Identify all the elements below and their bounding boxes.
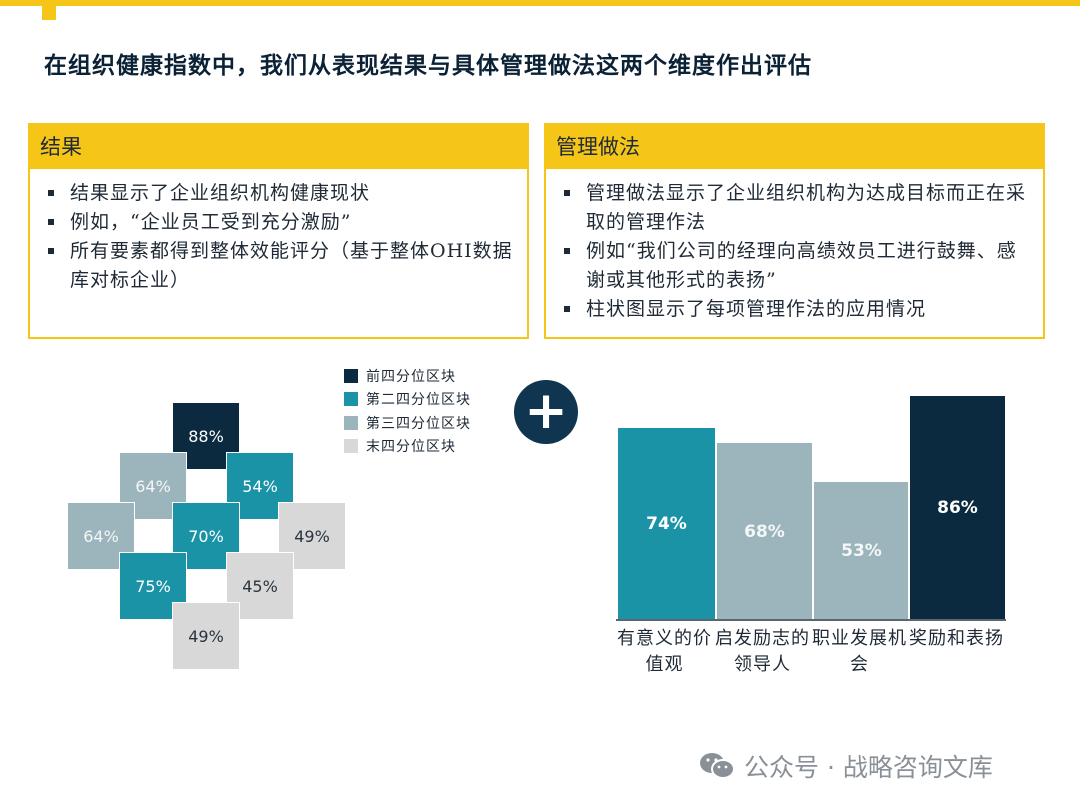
legend-label: 前四分位区块: [366, 368, 456, 385]
legend-label: 第二四分位区块: [366, 392, 471, 409]
practices-bullet-list: 管理做法显示了企业组织机构为达成目标而正在采取的管理作法 例如“我们公司的经理向…: [546, 169, 1043, 324]
legend-swatch: [344, 392, 358, 407]
chart-bar: 86%: [908, 396, 1005, 620]
chart-bar: 68%: [715, 443, 812, 620]
top-accent-notch: [42, 0, 56, 20]
results-bullet: 例如，“企业员工受到充分激励”: [46, 208, 515, 237]
chart-bar: 74%: [618, 427, 715, 620]
legend-swatch: [344, 439, 358, 454]
chart-bar: 53%: [812, 482, 909, 620]
top-accent-bar: [0, 0, 1080, 6]
quartile-legend: 前四分位区块 第二四分位区块 第三四分位区块 末四分位区块: [344, 364, 471, 458]
practice-bar-chart: 74% 68% 53% 86%: [616, 360, 1006, 620]
practices-panel: 管理做法 管理做法显示了企业组织机构为达成目标而正在采取的管理作法 例如“我们公…: [544, 123, 1045, 339]
chart-baseline: [616, 619, 1006, 621]
plus-icon: +: [514, 380, 578, 444]
legend-label: 第三四分位区块: [366, 415, 471, 432]
legend-item: 第二四分位区块: [344, 388, 471, 412]
page-title: 在组织健康指数中，我们从表现结果与具体管理做法这两个维度作出评估: [44, 53, 812, 79]
practices-bullet: 例如“我们公司的经理向高绩效员工进行鼓舞、感谢或其他形式的表扬”: [562, 237, 1031, 295]
practices-bullet: 柱状图显示了每项管理作法的应用情况: [562, 295, 1031, 324]
results-bullet: 所有要素都得到整体效能评分（基于整体OHI数据库对标企业）: [46, 237, 515, 295]
chart-category-label: 启发励志的领导人: [715, 628, 810, 675]
legend-label: 末四分位区块: [366, 439, 456, 456]
legend-swatch: [344, 368, 358, 383]
watermark: 公众号 · 战略咨询文库: [698, 748, 993, 784]
legend-item: 第三四分位区块: [344, 411, 471, 435]
wechat-icon: [700, 753, 735, 779]
chart-category-label: 奖励和表扬: [909, 628, 1004, 649]
results-bullet-list: 结果显示了企业组织机构健康现状 例如，“企业员工受到充分激励” 所有要素都得到整…: [30, 169, 527, 295]
results-panel-heading: 结果: [30, 125, 527, 169]
legend-swatch: [344, 415, 358, 430]
results-bullet: 结果显示了企业组织机构健康现状: [46, 179, 515, 208]
practices-bullet: 管理做法显示了企业组织机构为达成目标而正在采取的管理作法: [562, 179, 1031, 237]
legend-item: 末四分位区块: [344, 435, 471, 459]
watermark-text: 公众号 · 战略咨询文库: [744, 753, 993, 782]
legend-item: 前四分位区块: [344, 364, 471, 388]
results-panel: 结果 结果显示了企业组织机构健康现状 例如，“企业员工受到充分激励” 所有要素都…: [28, 123, 529, 339]
outcome-tile: 49%: [173, 603, 239, 669]
chart-category-label: 职业发展机会: [812, 628, 907, 675]
practices-panel-heading: 管理做法: [546, 125, 1043, 169]
chart-category-label: 有意义的价值观: [617, 628, 712, 675]
